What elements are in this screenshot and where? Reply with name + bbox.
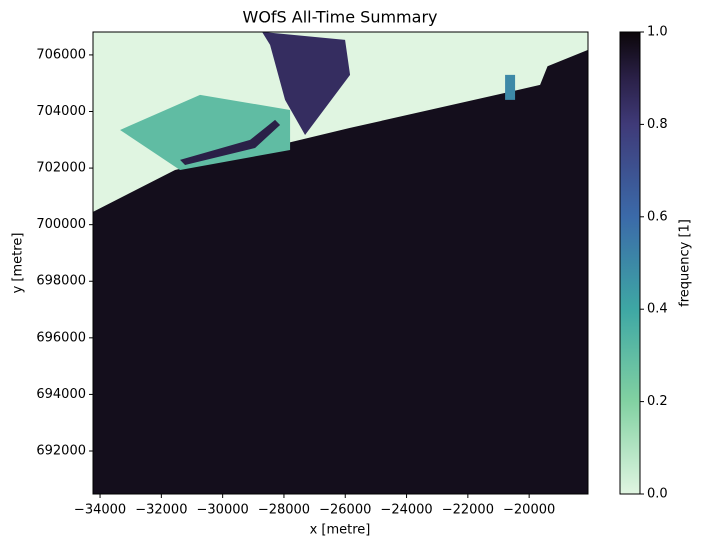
x-tick-label: −28000 xyxy=(258,503,310,518)
region xyxy=(120,94,291,170)
colorbar-tick-label: 0.0 xyxy=(647,487,668,502)
plot-frame xyxy=(92,31,589,495)
y-tick-label: 704000 xyxy=(36,104,86,119)
y-tick-label: 696000 xyxy=(36,330,86,345)
y-tick-label: 700000 xyxy=(36,217,86,232)
chart-title: WOfS All-Time Summary xyxy=(243,8,438,27)
colorbar-tick-label: 0.8 xyxy=(647,117,668,132)
y-tick-label: 698000 xyxy=(36,274,86,289)
x-tick-label: −22000 xyxy=(442,503,494,518)
colorbar xyxy=(619,31,641,495)
x-tick-label: −24000 xyxy=(380,503,432,518)
x-axis-label: x [metre] xyxy=(310,523,371,538)
y-tick-label: 706000 xyxy=(36,47,86,62)
y-axis-label: y [metre] xyxy=(11,233,26,294)
y-tick-label: 694000 xyxy=(36,387,86,402)
raster xyxy=(93,32,588,494)
colorbar-tick-label: 0.6 xyxy=(647,209,668,224)
y-tick-label: 692000 xyxy=(36,443,86,458)
x-tick-label: −34000 xyxy=(74,503,126,518)
x-tick-label: −32000 xyxy=(135,503,187,518)
colorbar-tick-label: 0.4 xyxy=(647,302,668,317)
x-tick-label: −26000 xyxy=(319,503,371,518)
y-tick-label: 702000 xyxy=(36,161,86,176)
region xyxy=(505,74,516,100)
region xyxy=(262,32,351,135)
x-tick-label: −30000 xyxy=(197,503,249,518)
colorbar-tick-label: 0.2 xyxy=(647,394,668,409)
region xyxy=(180,119,281,165)
colorbar-label: frequency [1] xyxy=(678,219,693,307)
x-tick-label: −20000 xyxy=(503,503,555,518)
colorbar-tick-label: 1.0 xyxy=(647,25,668,40)
